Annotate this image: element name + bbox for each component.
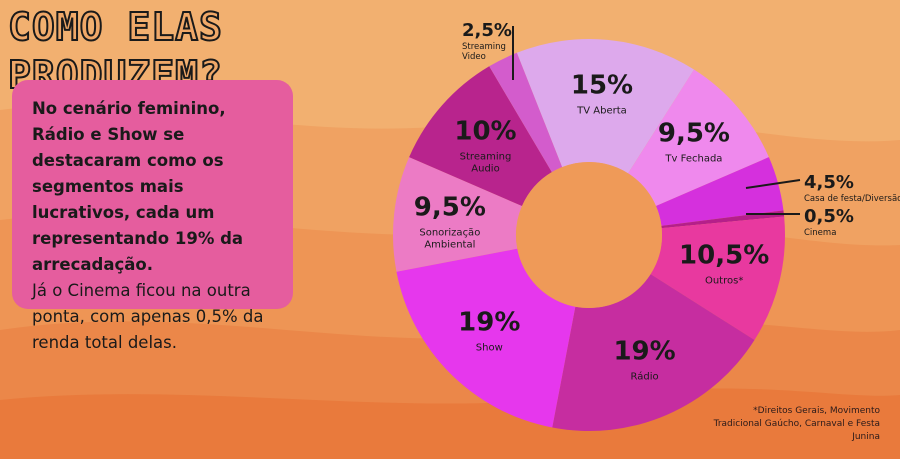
summary-highlight: No cenário feminino, Rádio e Show se des… <box>32 99 244 274</box>
footnote: *Direitos Gerais, Movimento Tradicional … <box>713 406 880 442</box>
pie-slice-7 <box>393 157 523 272</box>
pie-slice-2 <box>655 157 784 226</box>
slice-name-label-8-1: Audio <box>471 164 499 175</box>
pie-slice-8 <box>409 66 552 207</box>
pie-slice-0 <box>516 39 695 174</box>
pie-slice-1 <box>628 69 769 207</box>
slice-value-label-6: 19% <box>458 308 520 338</box>
slice-name-label-7-1: Ambiental <box>424 240 475 251</box>
slice-value-label-7: 9,5% <box>414 193 486 223</box>
pie-slice-5 <box>552 274 755 431</box>
slice-name-label-8-0: Streaming <box>460 152 512 163</box>
slice-name-label-9-1: Video <box>462 52 486 62</box>
slice-name-label-1-0: Tv Fechada <box>664 153 722 164</box>
summary-body: Já o Cinema ficou na outra ponta, com ap… <box>32 281 264 352</box>
slice-value-label-2: 4,5% <box>804 172 854 193</box>
slice-value-label-3: 0,5% <box>804 206 854 227</box>
leader-line-2 <box>745 179 801 189</box>
slice-value-label-9: 2,5% <box>462 20 512 41</box>
slice-name-label-3-0: Cinema <box>804 228 836 238</box>
slice-name-label-7-0: Sonorização <box>419 228 480 239</box>
slice-name-label-2-0: Casa de festa/Diversão <box>804 194 900 204</box>
slice-name-label-4-0: Outros* <box>705 275 743 286</box>
slice-name-label-0-0: TV Aberta <box>576 106 627 117</box>
slice-value-label-0: 15% <box>571 71 633 101</box>
slice-name-label-5-0: Rádio <box>631 370 659 382</box>
pie-slice-6 <box>396 248 576 428</box>
slice-name-label-6-0: Show <box>476 343 503 354</box>
slice-value-label-5: 19% <box>613 336 675 366</box>
pie-slice-9 <box>489 52 563 173</box>
slice-value-label-8: 10% <box>454 117 516 147</box>
slice-value-label-4: 10,5% <box>679 240 769 270</box>
slice-value-label-1: 9,5% <box>658 118 730 148</box>
donut-hole <box>516 162 662 308</box>
slice-name-label-9-0: Streaming <box>462 42 506 52</box>
pie-slice-4 <box>650 216 786 341</box>
page-title-line1: COMO ELAS <box>7 5 223 49</box>
summary-card: No cenário feminino, Rádio e Show se des… <box>12 80 293 352</box>
